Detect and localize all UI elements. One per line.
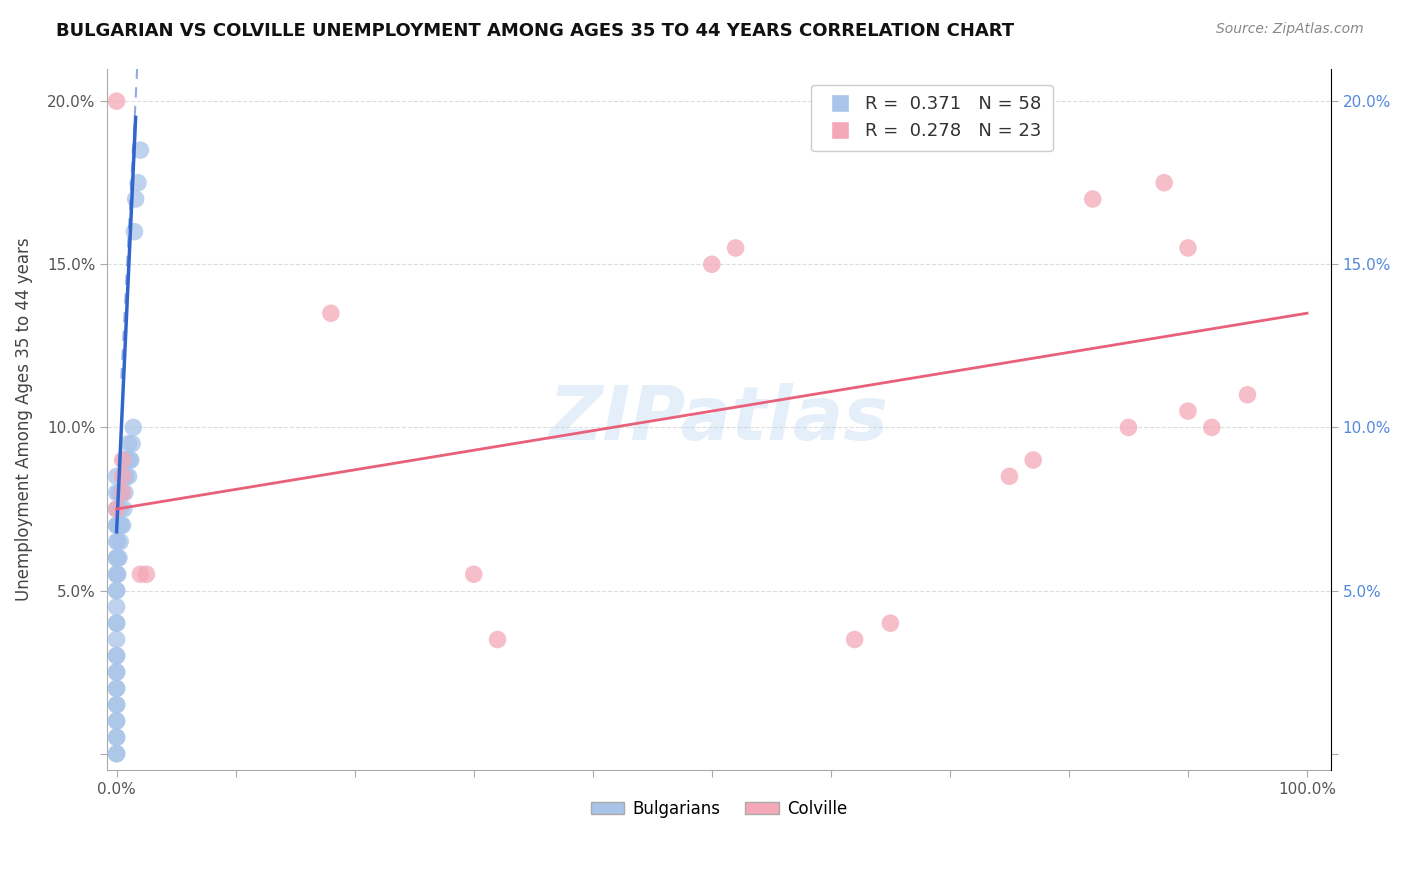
Point: [105, 681, 128, 696]
Point: [105, 485, 128, 500]
Point: [120, 453, 142, 467]
Point: [114, 485, 136, 500]
Point: [1177, 241, 1199, 255]
Point: [105, 469, 128, 483]
Point: [105, 747, 128, 761]
Point: [105, 599, 128, 614]
Point: [105, 518, 128, 533]
Point: [127, 176, 149, 190]
Point: [129, 567, 152, 582]
Point: [117, 453, 139, 467]
Y-axis label: Unemployment Among Ages 35 to 44 years: Unemployment Among Ages 35 to 44 years: [15, 237, 32, 601]
Point: [105, 681, 128, 696]
Point: [122, 420, 145, 434]
Point: [124, 225, 146, 239]
Point: [135, 567, 157, 582]
Point: [117, 436, 139, 450]
Point: [700, 257, 723, 271]
Point: [1236, 388, 1258, 402]
Point: [105, 648, 128, 663]
Point: [105, 731, 128, 745]
Point: [111, 469, 134, 483]
Point: [105, 534, 128, 549]
Point: [111, 453, 134, 467]
Point: [105, 714, 128, 728]
Point: [107, 567, 129, 582]
Point: [486, 632, 509, 647]
Point: [110, 485, 132, 500]
Point: [1022, 453, 1045, 467]
Point: [105, 583, 128, 598]
Point: [108, 485, 131, 500]
Point: [105, 698, 128, 712]
Point: [105, 698, 128, 712]
Point: [107, 534, 129, 549]
Point: [129, 143, 152, 157]
Point: [105, 648, 128, 663]
Point: [121, 436, 143, 450]
Text: Source: ZipAtlas.com: Source: ZipAtlas.com: [1216, 22, 1364, 37]
Point: [105, 502, 128, 516]
Point: [105, 94, 128, 108]
Point: [105, 550, 128, 565]
Text: ZIPatlas: ZIPatlas: [548, 383, 889, 456]
Point: [105, 550, 128, 565]
Point: [105, 714, 128, 728]
Point: [319, 306, 342, 320]
Point: [1153, 176, 1175, 190]
Point: [1201, 420, 1223, 434]
Point: [105, 632, 128, 647]
Point: [844, 632, 866, 647]
Point: [105, 665, 128, 679]
Point: [105, 665, 128, 679]
Point: [112, 502, 135, 516]
Point: [111, 518, 134, 533]
Point: [105, 502, 128, 516]
Point: [108, 550, 131, 565]
Point: [879, 616, 901, 631]
Point: [105, 616, 128, 631]
Point: [1081, 192, 1104, 206]
Point: [105, 616, 128, 631]
Point: [111, 485, 134, 500]
Point: [105, 731, 128, 745]
Legend: Bulgarians, Colville: Bulgarians, Colville: [583, 794, 853, 825]
Point: [998, 469, 1021, 483]
Point: [111, 485, 134, 500]
Point: [105, 567, 128, 582]
Point: [110, 518, 132, 533]
Point: [108, 502, 131, 516]
Point: [105, 583, 128, 598]
Point: [118, 453, 141, 467]
Point: [1177, 404, 1199, 418]
Point: [1118, 420, 1140, 434]
Point: [114, 453, 136, 467]
Point: [724, 241, 747, 255]
Point: [117, 469, 139, 483]
Point: [124, 192, 146, 206]
Point: [105, 747, 128, 761]
Point: [107, 550, 129, 565]
Point: [108, 534, 131, 549]
Point: [105, 567, 128, 582]
Point: [463, 567, 485, 582]
Point: [112, 469, 135, 483]
Point: [105, 518, 128, 533]
Point: [108, 518, 131, 533]
Point: [115, 469, 138, 483]
Text: BULGARIAN VS COLVILLE UNEMPLOYMENT AMONG AGES 35 TO 44 YEARS CORRELATION CHART: BULGARIAN VS COLVILLE UNEMPLOYMENT AMONG…: [56, 22, 1014, 40]
